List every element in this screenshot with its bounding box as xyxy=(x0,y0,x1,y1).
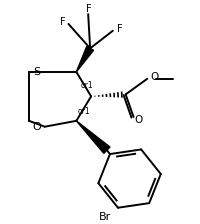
Text: or1: or1 xyxy=(77,107,90,116)
Text: O: O xyxy=(150,72,159,82)
Text: or1: or1 xyxy=(80,81,93,90)
Text: S: S xyxy=(33,67,40,77)
Text: Br: Br xyxy=(99,212,111,222)
Text: F: F xyxy=(86,4,92,14)
Text: F: F xyxy=(117,24,123,34)
Polygon shape xyxy=(76,121,110,153)
Polygon shape xyxy=(76,46,94,72)
Text: O: O xyxy=(134,115,143,125)
Text: O: O xyxy=(33,122,41,132)
Text: F: F xyxy=(60,17,65,27)
